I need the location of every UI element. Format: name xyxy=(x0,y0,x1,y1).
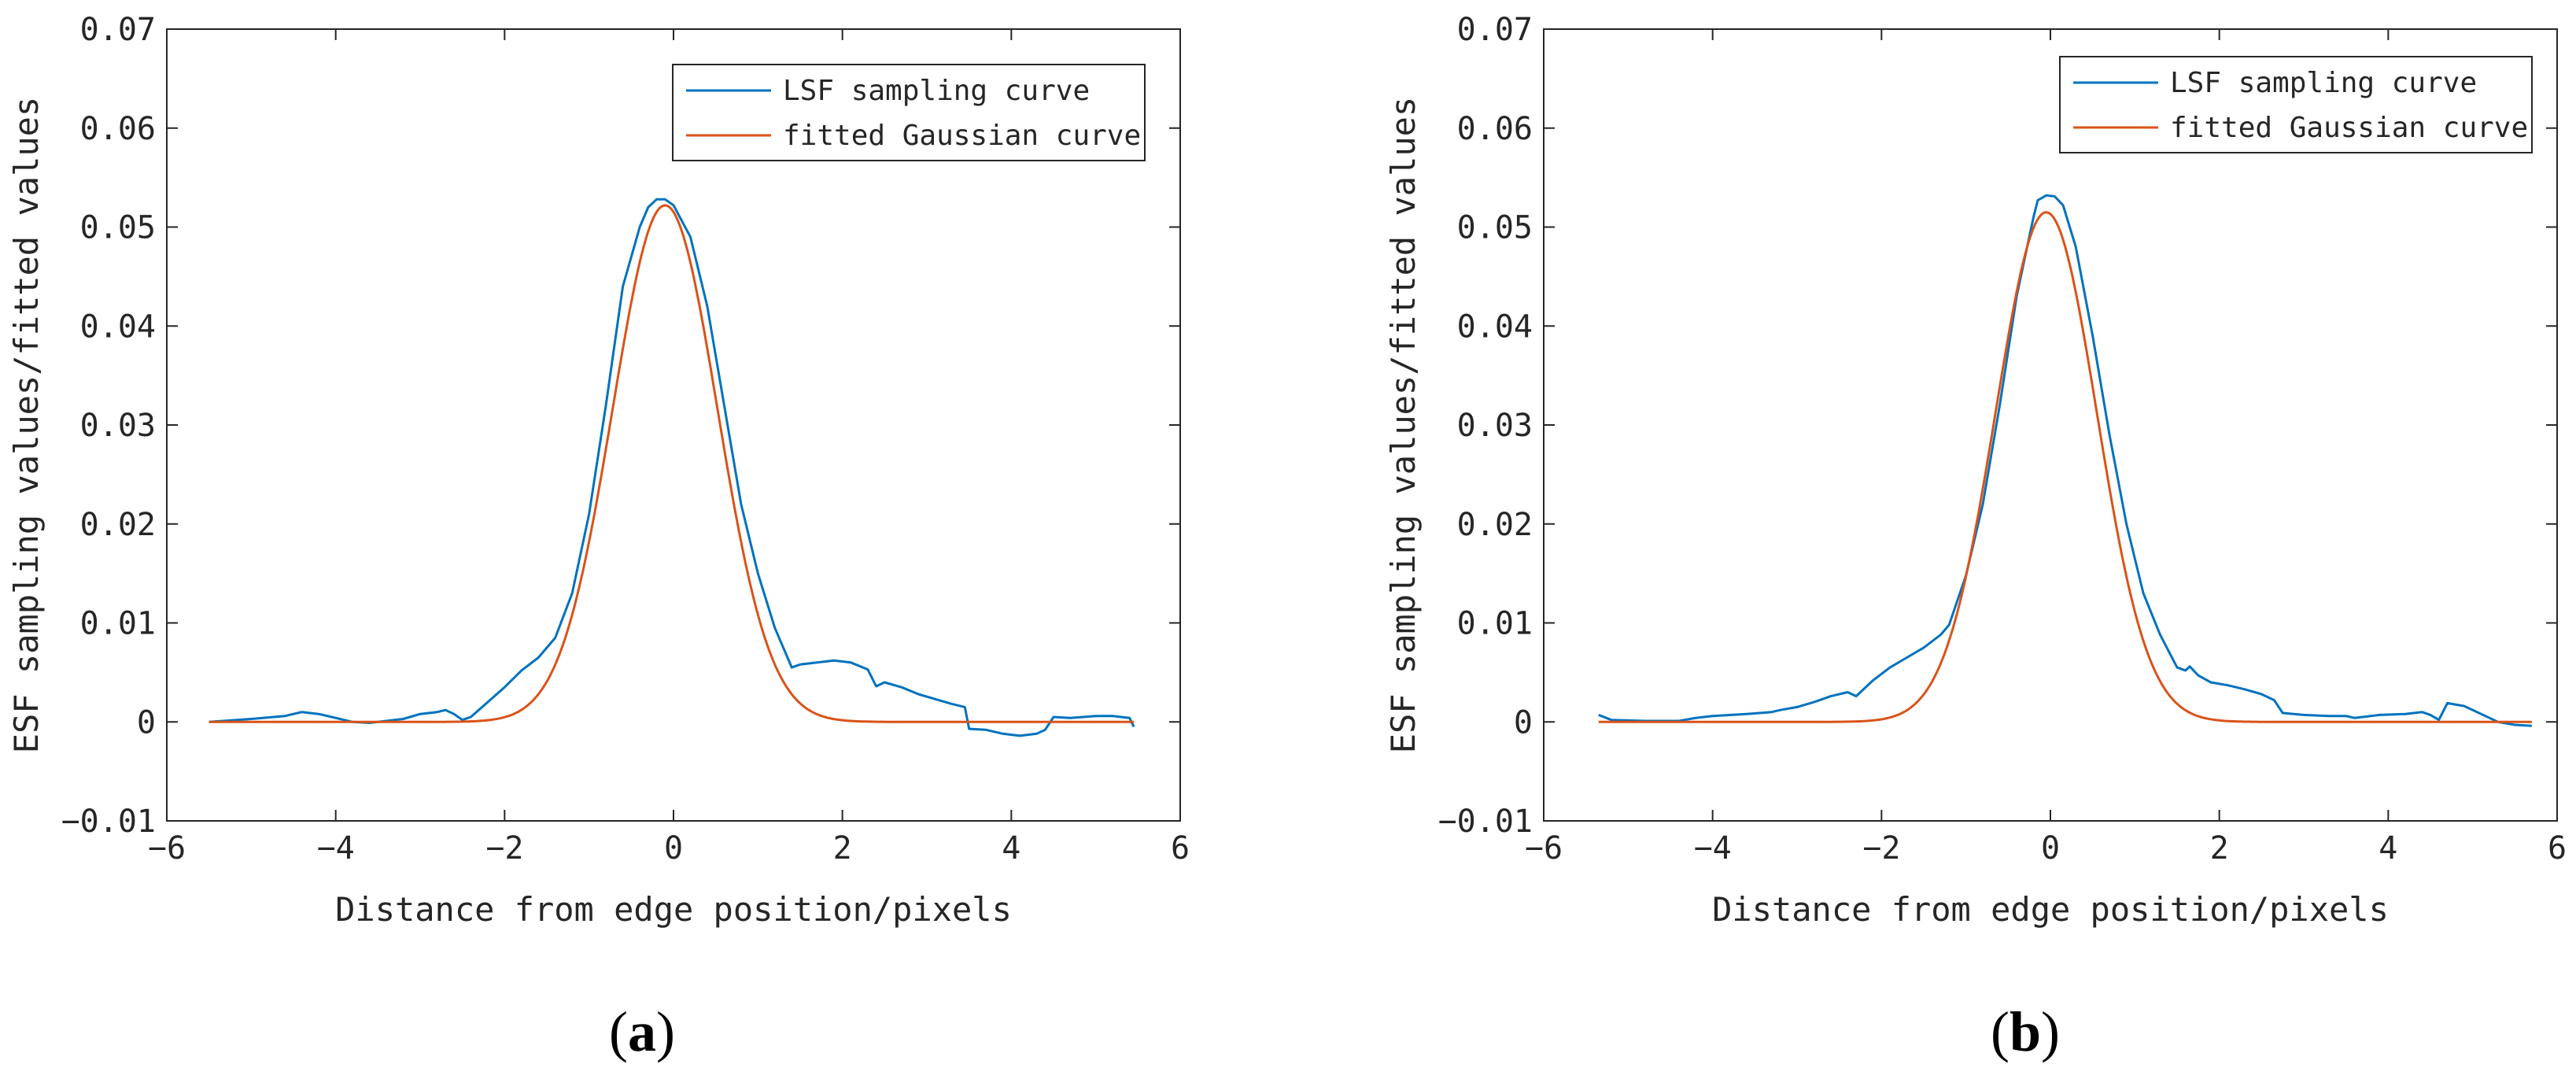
y-tick-label: 0.01 xyxy=(80,606,156,642)
lsf-sampling-curve xyxy=(209,198,1135,737)
x-tick-label: 4 xyxy=(1002,830,1020,867)
x-tick-label: 2 xyxy=(833,830,852,867)
x-tick-label: −4 xyxy=(317,830,355,867)
legend: LSF sampling curve fitted Gaussian curve xyxy=(672,64,1146,161)
fitted-gaussian-curve xyxy=(1598,211,2532,723)
panel-label-b: (b) xyxy=(1991,1000,2060,1063)
x-axis: −6 −4 −2 0 2 4 6 xyxy=(1525,29,2567,867)
x-tick-label: −2 xyxy=(1862,830,1900,867)
series-group xyxy=(1598,194,2532,727)
y-tick-label: 0.04 xyxy=(1457,309,1533,345)
fitted-gaussian-curve xyxy=(209,204,1134,723)
y-tick-label: 0.06 xyxy=(80,111,156,147)
x-tick-label: 6 xyxy=(2548,830,2567,867)
x-axis: −6 −4 −2 0 2 4 6 xyxy=(148,29,1190,867)
legend: LSF sampling curve fitted Gaussian curve xyxy=(2059,56,2533,153)
y-tick-label: 0.03 xyxy=(80,408,156,444)
legend-box xyxy=(672,64,1146,161)
x-tick-label: 6 xyxy=(1171,830,1190,867)
legend-label-lsf: LSF sampling curve xyxy=(2170,67,2477,99)
x-tick-label: 0 xyxy=(664,830,683,867)
y-axis: −0.01 0 0.01 0.02 0.03 0.04 0.05 0.06 0.07 xyxy=(1438,12,2557,840)
y-tick-label: 0 xyxy=(137,704,156,741)
plot-frame xyxy=(1543,28,2558,822)
y-tick-label: 0.03 xyxy=(1457,408,1533,444)
y-tick-label: 0 xyxy=(1514,704,1533,741)
x-tick-label: −2 xyxy=(485,830,523,867)
y-tick-label: 0.07 xyxy=(80,12,156,48)
legend-label-gaussian: fitted Gaussian curve xyxy=(783,120,1141,152)
legend-box xyxy=(2059,56,2533,153)
y-tick-label: 0.07 xyxy=(1457,12,1533,48)
y-tick-label: −0.01 xyxy=(61,804,156,840)
x-tick-label: −4 xyxy=(1694,830,1732,867)
y-tick-label: 0.05 xyxy=(1457,210,1533,246)
y-tick-label: 0.02 xyxy=(1457,507,1533,543)
x-tick-label: 0 xyxy=(2041,830,2060,867)
panel-b: −6 −4 −2 0 2 4 6 −0.01 0 0.01 0.02 0.03 0.04 0.05 0.0… xyxy=(1384,12,2567,1063)
y-tick-label: 0.04 xyxy=(80,309,156,345)
x-tick-label: −6 xyxy=(1525,830,1563,867)
x-axis-label: Distance from edge position/pixels xyxy=(1712,890,2389,929)
panel-a: −6 −4 −2 0 2 4 6 −0.01 0 0.01 0.02 0.03 0.04 0.05 0.0… xyxy=(7,12,1190,1063)
x-axis-label: Distance from edge position/pixels xyxy=(335,890,1012,929)
y-tick-label: 0.02 xyxy=(80,507,156,543)
y-tick-label: 0.01 xyxy=(1457,606,1533,642)
y-axis: −0.01 0 0.01 0.02 0.03 0.04 0.05 0.06 0.07 xyxy=(61,12,1180,840)
x-tick-label: 4 xyxy=(2379,830,2397,867)
legend-label-gaussian: fitted Gaussian curve xyxy=(2170,112,2528,144)
y-tick-label: 0.05 xyxy=(80,210,156,246)
y-axis-label: ESF sampling values/fitted values xyxy=(1384,97,1423,753)
legend-label-lsf: LSF sampling curve xyxy=(783,75,1090,107)
lsf-sampling-curve xyxy=(1598,194,2532,727)
y-tick-label: 0.06 xyxy=(1457,111,1533,147)
series-group xyxy=(209,198,1135,737)
y-tick-label: −0.01 xyxy=(1438,804,1533,840)
x-tick-label: −6 xyxy=(148,830,186,867)
panel-label-a: (a) xyxy=(609,1000,675,1063)
x-tick-label: 2 xyxy=(2210,830,2229,867)
y-axis-label: ESF sampling values/fitted values xyxy=(7,97,46,753)
